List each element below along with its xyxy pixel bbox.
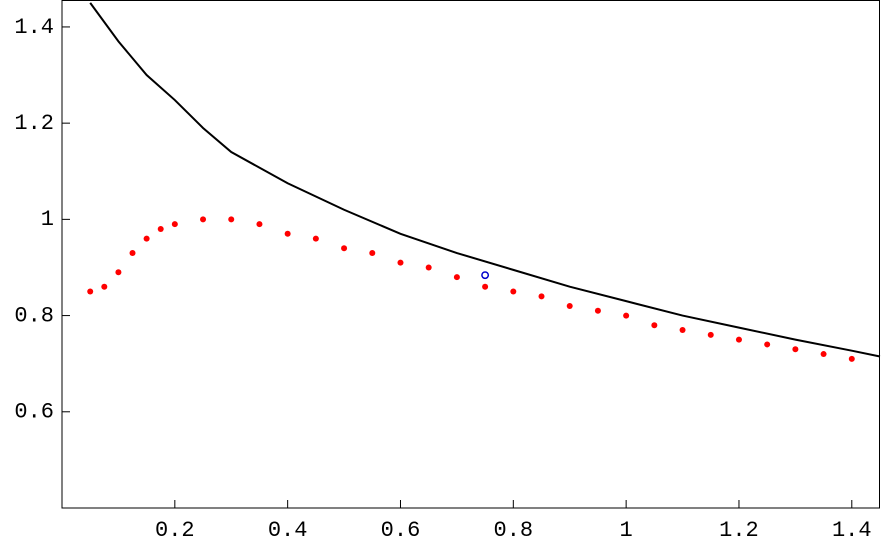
curve bbox=[89, 2, 881, 358]
point bbox=[284, 230, 291, 237]
point bbox=[200, 216, 207, 223]
point bbox=[623, 312, 630, 319]
point bbox=[792, 346, 799, 353]
y-tick-label: 1.2 bbox=[14, 111, 54, 136]
point bbox=[228, 216, 235, 223]
plot-frame bbox=[61, 0, 880, 509]
point bbox=[679, 327, 686, 334]
point bbox=[256, 221, 263, 228]
point bbox=[129, 250, 136, 257]
point bbox=[566, 302, 573, 309]
point bbox=[848, 355, 855, 362]
point bbox=[171, 221, 178, 228]
x-tick-label: 1 bbox=[620, 518, 633, 543]
point bbox=[143, 235, 150, 242]
point bbox=[764, 341, 771, 348]
point bbox=[341, 245, 348, 252]
point bbox=[397, 259, 404, 266]
point bbox=[538, 293, 545, 300]
point bbox=[453, 274, 460, 281]
point bbox=[87, 288, 94, 295]
point bbox=[707, 331, 714, 338]
y-tick-label: 1 bbox=[41, 207, 54, 232]
y-tick-label: 0.8 bbox=[14, 303, 54, 328]
point bbox=[820, 351, 827, 358]
y-tick-label: 1.4 bbox=[14, 15, 54, 40]
point bbox=[157, 225, 164, 232]
x-tick-label: 0.4 bbox=[268, 518, 308, 543]
point bbox=[115, 269, 122, 276]
point bbox=[425, 264, 432, 271]
point bbox=[482, 283, 489, 290]
point bbox=[369, 250, 376, 257]
x-tick-label: 0.2 bbox=[155, 518, 195, 543]
x-tick-label: 1.4 bbox=[832, 518, 872, 543]
point bbox=[735, 336, 742, 343]
open-point bbox=[481, 271, 490, 280]
point bbox=[651, 322, 658, 329]
point bbox=[594, 307, 601, 314]
y-tick-label: 0.6 bbox=[14, 400, 54, 425]
x-tick-label: 1.2 bbox=[719, 518, 759, 543]
x-tick-label: 0.8 bbox=[494, 518, 534, 543]
point bbox=[510, 288, 517, 295]
point bbox=[312, 235, 319, 242]
x-tick-label: 0.6 bbox=[381, 518, 421, 543]
point bbox=[101, 283, 108, 290]
